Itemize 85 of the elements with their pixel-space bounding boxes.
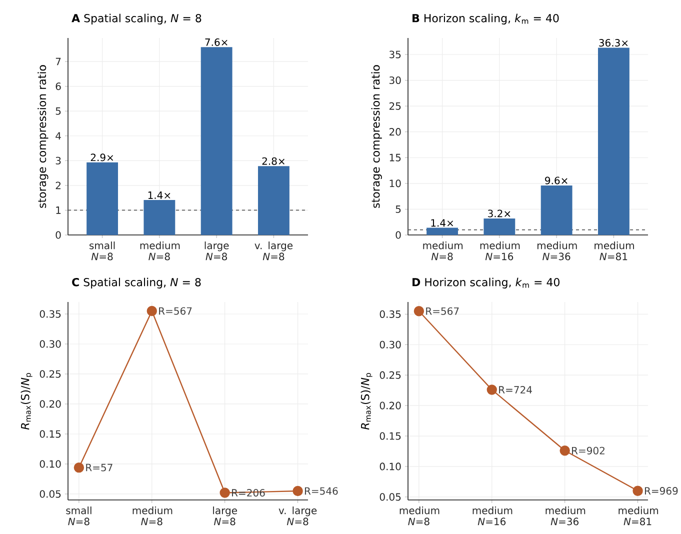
y-tick-label: 5 (396, 205, 401, 213)
annotation: R=724 (499, 386, 532, 394)
point (632, 486, 643, 496)
y-tick-label: 0.05 (380, 493, 401, 501)
x-tick-label: medium N=8 (400, 506, 440, 526)
y-axis-title: R$_{max}$(S)/N$_{p}$ (360, 373, 372, 430)
x-tick-label: medium N=8 (132, 506, 172, 526)
y-tick-label: 0.10 (40, 460, 61, 468)
y-tick-label: 6 (56, 82, 61, 90)
x-tick-label: small N=8 (66, 506, 92, 526)
annotation: R=969 (644, 487, 678, 495)
y-axis-title: R$_{max}$(S)/N$_{p}$ (20, 373, 32, 430)
annotation: R=902 (572, 446, 604, 454)
y-tick-label: 0.25 (380, 371, 401, 379)
y-tick-label: 0.30 (40, 340, 61, 348)
bar (258, 166, 290, 235)
point (486, 384, 497, 395)
y-tick-label: 0.10 (380, 462, 401, 470)
point (414, 306, 424, 316)
y-tick-label: 0.25 (40, 370, 61, 378)
x-tick-label: v. large N=8 (278, 506, 317, 526)
annotation: R=546 (304, 487, 338, 495)
chart-title: C Spatial scaling, N = 8 (72, 278, 201, 288)
y-axis-title: storage compression ratio (38, 65, 48, 208)
x-tick-label: v. large N=8 (254, 242, 293, 260)
data-label: 1.4× (148, 192, 170, 199)
y-tick-label: 3 (56, 156, 61, 164)
point (220, 488, 230, 498)
x-tick-label: small N=8 (90, 242, 115, 260)
y-tick-label: 0.05 (40, 490, 61, 498)
y-tick-label: 5 (56, 107, 61, 115)
annotation: R=567 (159, 307, 192, 315)
x-tick-label: medium N=36 (546, 506, 586, 526)
bar (598, 48, 630, 235)
y-axis-title: storage compression ratio (371, 65, 382, 208)
y-tick-label: 0 (56, 231, 61, 239)
x-tick-label: medium N=81 (618, 506, 658, 526)
x-tick-label: medium N=36 (537, 242, 577, 260)
point (74, 462, 84, 473)
bar (426, 228, 458, 235)
bar (200, 47, 232, 235)
x-tick-label: large N=8 (204, 242, 229, 260)
data-label: 2.9× (90, 154, 114, 162)
y-tick-label: 30 (390, 76, 401, 84)
bar (540, 185, 572, 235)
x-tick-label: medium N=8 (140, 242, 180, 260)
bar (144, 200, 176, 235)
point (560, 446, 570, 456)
y-tick-label: 10 (390, 180, 401, 188)
y-tick-label: 20 (389, 128, 401, 136)
bar (484, 218, 516, 235)
x-tick-label: medium N=16 (472, 506, 512, 526)
data-label: 3.2× (488, 210, 510, 218)
x-tick-label: medium N=81 (594, 242, 634, 260)
chart-title: D Horizon scaling, k$_{m}$ = 40 (412, 278, 560, 288)
data-label: 9.6× (545, 176, 568, 184)
y-tick-label: 35 (390, 50, 401, 58)
data-label: 1.4× (431, 219, 454, 227)
x-tick-label: medium N=16 (480, 242, 520, 260)
y-tick-label: 0.15 (40, 430, 61, 438)
x-tick-label: large N=8 (213, 506, 237, 526)
x-tick-label: medium N=8 (423, 242, 463, 260)
y-tick-label: 1 (56, 206, 61, 214)
y-tick-label: 15 (390, 154, 401, 162)
data-label: 36.3× (599, 39, 628, 47)
y-tick-label: 4 (56, 132, 61, 140)
y-tick-label: 0.35 (40, 310, 61, 318)
y-tick-label: 2 (56, 182, 60, 190)
point (292, 486, 303, 496)
chart-title: B Horizon scaling, k$_{m}$ = 40 (412, 14, 559, 24)
bar (86, 162, 118, 235)
y-tick-label: 0.30 (380, 340, 401, 348)
point (146, 306, 157, 316)
y-tick-label: 0.20 (380, 402, 401, 410)
y-tick-label: 0.20 (40, 400, 61, 408)
annotation: R=57 (86, 464, 112, 472)
y-tick-label: 7 (56, 58, 61, 66)
chart-title: A Spatial scaling, N = 8 (72, 14, 202, 24)
y-tick-label: 0.35 (380, 310, 401, 318)
y-tick-label: 25 (389, 102, 401, 110)
annotation: R=567 (426, 307, 459, 315)
data-label: 2.8× (262, 157, 284, 165)
y-tick-label: 0.15 (380, 432, 401, 440)
y-tick-label: 0 (396, 231, 401, 239)
data-label: 7.6× (205, 38, 228, 46)
